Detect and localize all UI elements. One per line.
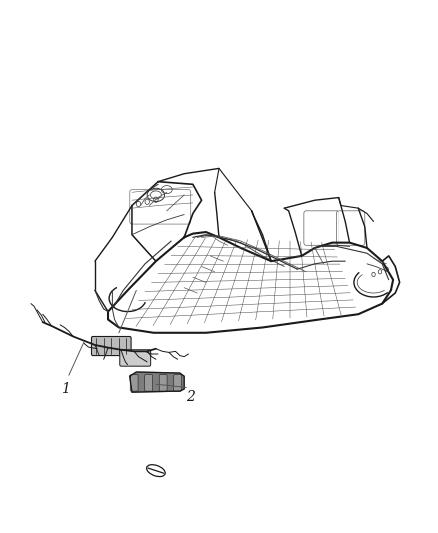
- FancyBboxPatch shape: [159, 375, 167, 391]
- FancyBboxPatch shape: [120, 350, 151, 366]
- Text: 1: 1: [61, 382, 70, 396]
- FancyBboxPatch shape: [145, 375, 152, 391]
- FancyBboxPatch shape: [174, 375, 182, 391]
- FancyBboxPatch shape: [92, 336, 131, 356]
- Polygon shape: [130, 372, 184, 392]
- FancyBboxPatch shape: [304, 211, 339, 245]
- FancyBboxPatch shape: [130, 375, 138, 391]
- FancyBboxPatch shape: [336, 211, 365, 245]
- Text: 2: 2: [186, 390, 195, 403]
